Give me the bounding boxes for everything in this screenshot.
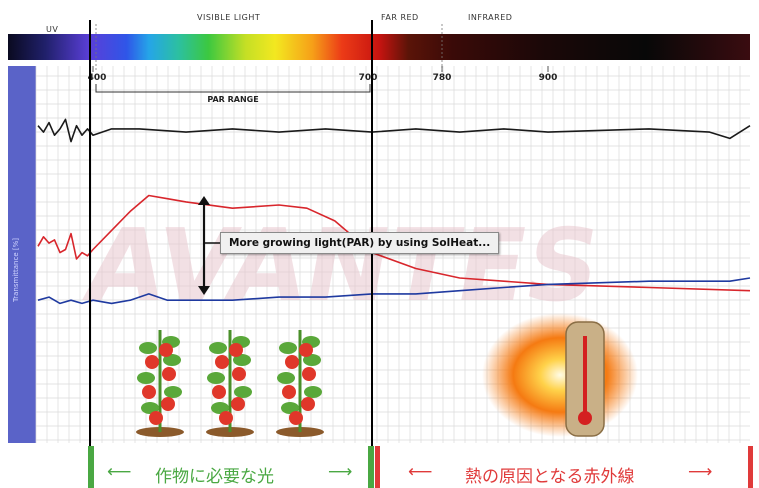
tomato-plant-icon-3 bbox=[276, 330, 324, 437]
arrow-right-red: ⟶ bbox=[688, 462, 713, 482]
tomato-plant-icon-1 bbox=[136, 330, 184, 437]
green-marker-left bbox=[88, 446, 94, 488]
green-marker-right bbox=[368, 446, 374, 488]
spectrum-bar bbox=[8, 34, 750, 60]
series-line-1 bbox=[37, 118, 751, 143]
arrow-right-green: ⟶ bbox=[328, 462, 353, 482]
infrared-label: INFRARED bbox=[468, 13, 513, 22]
x-tick-label-400: 400 bbox=[88, 73, 107, 83]
series-line-2 bbox=[37, 194, 751, 292]
annotation-arrow-down bbox=[198, 286, 210, 295]
annotation-arrow-up bbox=[198, 196, 210, 205]
series-line-3 bbox=[37, 277, 751, 305]
left-axis-band bbox=[8, 66, 36, 443]
x-tick-label-780: 780 bbox=[433, 73, 452, 83]
tomato-plant-icon-2 bbox=[206, 330, 254, 437]
x-tick-label-900: 900 bbox=[539, 73, 558, 83]
red-marker-left bbox=[375, 446, 380, 488]
thermometer-bulb bbox=[578, 411, 592, 425]
visible-light-label: VISIBLE LIGHT bbox=[197, 13, 261, 22]
y-axis-label: Transmittance [%] bbox=[12, 238, 20, 303]
annotation-box: More growing light(PAR) by using SolHeat… bbox=[220, 232, 500, 254]
red-marker-right bbox=[748, 446, 753, 488]
watermark-text: AVANTES bbox=[77, 207, 608, 324]
crop-light-label: 作物に必要な光 bbox=[155, 467, 274, 487]
far-red-label: FAR RED bbox=[381, 13, 419, 22]
x-tick-label-700: 700 bbox=[359, 73, 378, 83]
infrared-heat-label: 熱の原因となる赤外線 bbox=[465, 467, 635, 487]
par-range-bracket bbox=[95, 84, 371, 93]
sun-icon bbox=[482, 313, 638, 437]
par-range-label: PAR RANGE bbox=[207, 95, 258, 104]
arrow-left-green: ⟵ bbox=[107, 462, 132, 482]
arrow-left-red: ⟵ bbox=[408, 462, 433, 482]
uv-label: UV bbox=[46, 25, 59, 34]
